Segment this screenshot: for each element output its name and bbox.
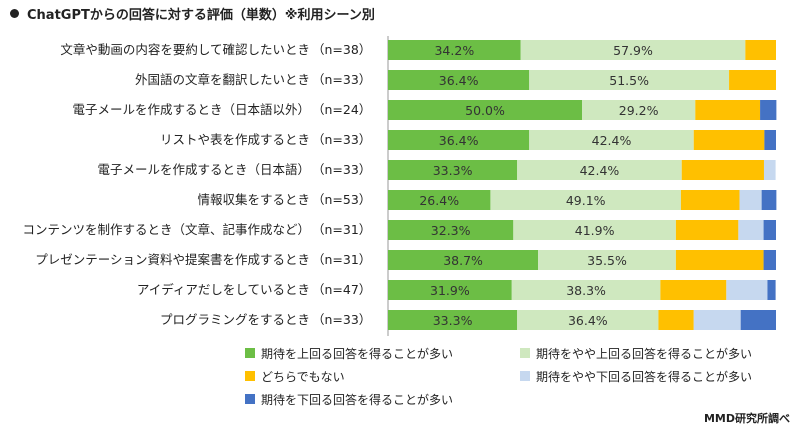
bar-segment: [538, 250, 676, 270]
data-label: 36.4%: [439, 133, 479, 148]
bar-segment: [739, 190, 762, 210]
data-label: 51.5%: [609, 73, 649, 88]
legend-label: 期待を下回る回答を得ることが多い: [261, 392, 453, 407]
bar-segment: [520, 40, 746, 60]
bar-segment: [740, 310, 776, 330]
legend-swatch: [520, 348, 530, 358]
bar-segment: [388, 250, 539, 270]
data-label: 41.9%: [575, 223, 615, 238]
category-count-label: （n=33）: [312, 132, 371, 147]
bar-segment: [529, 130, 694, 150]
bar-segment: [693, 130, 765, 150]
bar-segment: [675, 250, 764, 270]
bar-segment: [582, 100, 696, 120]
data-label: 38.3%: [566, 283, 606, 298]
bar-segment: [388, 70, 530, 90]
data-label: 36.4%: [568, 313, 608, 328]
chart-title: ChatGPTからの回答に対する評価（単数）※利用シーン別: [10, 4, 375, 23]
bar-segment: [761, 190, 777, 210]
bar-segment: [517, 160, 682, 180]
category-label: リストや表を作成するとき: [160, 132, 310, 147]
bar-segment: [675, 220, 739, 240]
category-label: 文章や動画の内容を要約して確認したいとき: [60, 42, 310, 57]
legend-label: 期待をやや上回る回答を得ることが多い: [536, 346, 752, 361]
bar-segment: [763, 250, 776, 270]
bar-segment: [726, 280, 768, 300]
data-label: 33.3%: [433, 313, 473, 328]
category-count-label: （n=33）: [312, 312, 371, 327]
legend-swatch: [245, 394, 255, 404]
bar-segment: [517, 310, 659, 330]
bar-segment: [388, 100, 582, 120]
category-label: 情報収集をするとき: [197, 192, 310, 207]
data-label: 35.5%: [587, 253, 627, 268]
bar-segment: [764, 130, 776, 150]
category-count-label: （n=47）: [312, 282, 371, 297]
category-count-label: （n=31）: [312, 222, 371, 237]
chart-title-text: ChatGPTからの回答に対する評価（単数）※利用シーン別: [27, 8, 375, 23]
data-label: 34.2%: [434, 43, 474, 58]
bar-segment: [529, 70, 730, 90]
bar-segment: [388, 190, 491, 210]
bar-segment: [729, 70, 776, 90]
bar-segment: [511, 280, 661, 300]
data-label: 42.4%: [592, 133, 632, 148]
category-label: プログラミングをするとき: [160, 312, 310, 327]
category-label: プレゼンテーション資料や提案書を作成するとき: [35, 252, 310, 267]
data-label: 49.1%: [566, 193, 606, 208]
data-label: 29.2%: [619, 103, 659, 118]
bar-segment: [738, 220, 764, 240]
bar-segment: [513, 220, 676, 240]
bullet-icon: [10, 9, 19, 18]
legend-label: どちらでもない: [261, 370, 345, 384]
data-label: 38.7%: [443, 253, 483, 268]
category-count-label: （n=24）: [312, 102, 371, 117]
bar-segment: [763, 160, 776, 180]
category-count-label: （n=38）: [312, 42, 371, 57]
category-label: アイディアだしをしているとき: [137, 282, 310, 297]
legend-label: 期待を上回る回答を得ることが多い: [261, 346, 453, 361]
category-label: コンテンツを制作するとき（文章、記事作成など）: [22, 222, 310, 237]
category-count-label: （n=33）: [312, 72, 371, 87]
bar-segment: [767, 280, 776, 300]
data-label: 36.4%: [439, 73, 479, 88]
data-label: 31.9%: [430, 283, 470, 298]
bar-segment: [693, 310, 741, 330]
bar-segment: [388, 160, 518, 180]
legend-label: 期待をやや下回る回答を得ることが多い: [536, 369, 752, 384]
bar-segment: [658, 310, 694, 330]
bar-segment: [680, 190, 740, 210]
data-label: 42.4%: [580, 163, 620, 178]
bar-segment: [760, 100, 777, 120]
data-label: 32.3%: [431, 223, 471, 238]
category-count-label: （n=33）: [312, 162, 371, 177]
bar-segment: [388, 40, 521, 60]
category-count-label: （n=31）: [312, 252, 371, 267]
category-label: 外国語の文章を翻訳したいとき: [135, 72, 310, 87]
bar-segment: [388, 220, 514, 240]
data-label: 50.0%: [465, 103, 505, 118]
data-label: 26.4%: [419, 193, 459, 208]
bar-segment: [388, 130, 530, 150]
bar-segment: [681, 160, 764, 180]
category-count-label: （n=53）: [312, 192, 371, 207]
legend-swatch: [520, 371, 530, 381]
bar-segment: [490, 190, 681, 210]
source-credit: MMD研究所調べ: [703, 412, 790, 425]
bar-segment: [763, 220, 776, 240]
bar-segment: [745, 40, 776, 60]
category-label: 電子メールを作成するとき（日本語）: [97, 162, 310, 177]
legend-swatch: [245, 348, 255, 358]
data-label: 57.9%: [613, 43, 653, 58]
bar-segment: [695, 100, 761, 120]
legend-swatch: [245, 371, 255, 381]
bar-segment: [388, 280, 512, 300]
bar-segment: [660, 280, 727, 300]
category-label: 電子メールを作成するとき（日本語以外）: [72, 102, 310, 117]
data-label: 33.3%: [433, 163, 473, 178]
bar-segment: [388, 310, 518, 330]
